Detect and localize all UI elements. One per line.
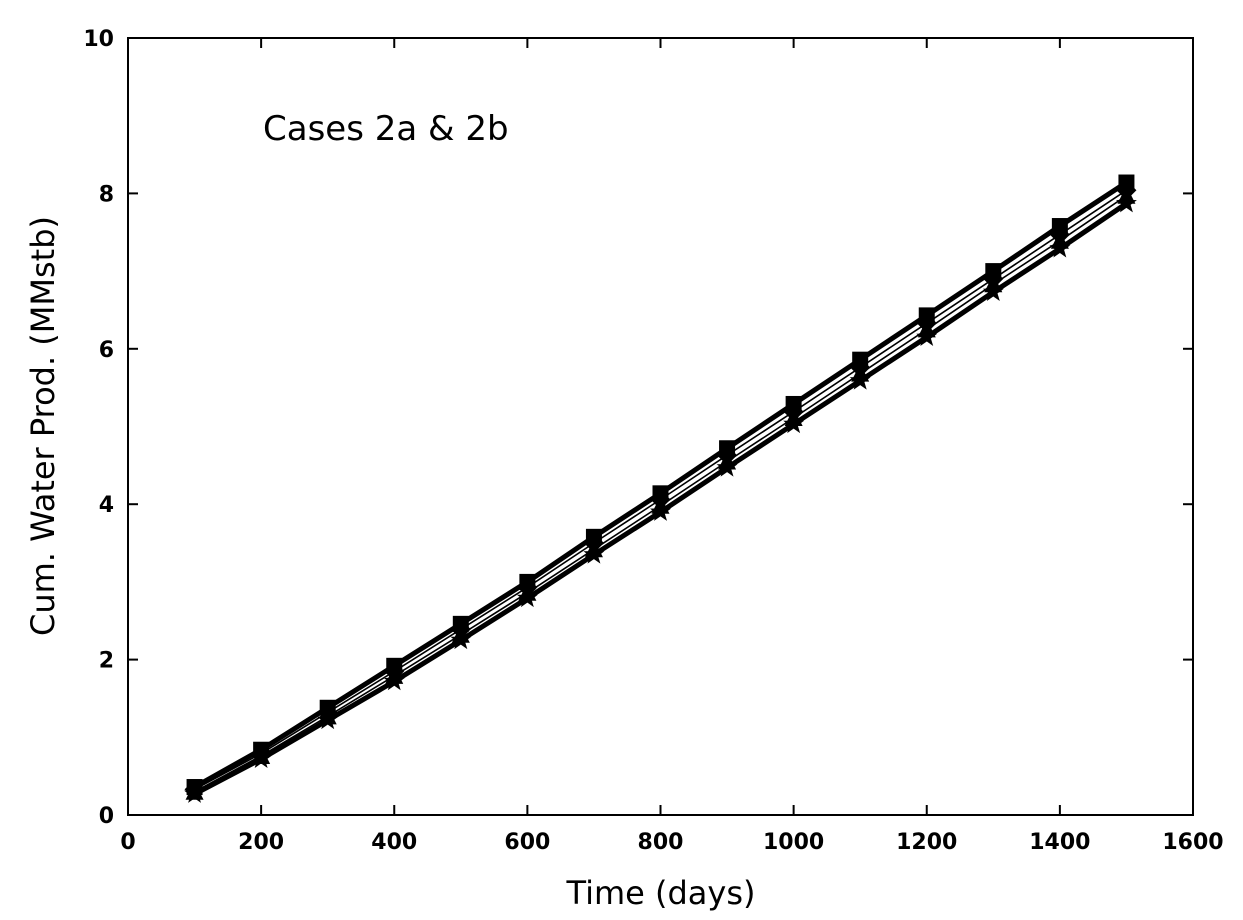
series-2 bbox=[184, 180, 1137, 800]
data-point-star bbox=[317, 709, 339, 730]
x-tick-label: 400 bbox=[371, 830, 417, 855]
x-tick-label: 600 bbox=[504, 830, 550, 855]
x-tick-label: 800 bbox=[638, 830, 684, 855]
x-tick-label: 0 bbox=[120, 830, 135, 855]
y-tick-label: 2 bbox=[99, 649, 114, 674]
x-tick-label: 1600 bbox=[1162, 830, 1223, 855]
data-point-star bbox=[383, 670, 405, 691]
series-layer bbox=[184, 174, 1137, 803]
data-point-star bbox=[1116, 192, 1137, 213]
data-point-star bbox=[516, 587, 538, 608]
y-tick-label: 8 bbox=[99, 182, 114, 207]
chart-annotation: Cases 2a & 2b bbox=[263, 109, 509, 149]
data-point-star bbox=[250, 748, 272, 768]
data-point-star bbox=[650, 501, 671, 521]
data-point-star bbox=[849, 369, 871, 390]
data-point-star bbox=[916, 326, 938, 346]
data-point-star bbox=[184, 783, 205, 803]
y-axis-label: Cum. Water Prod. (MMstb) bbox=[24, 216, 62, 636]
data-point-star bbox=[583, 543, 605, 564]
y-tick-label: 6 bbox=[99, 338, 114, 363]
x-tick-label: 1200 bbox=[896, 830, 957, 855]
x-tick-label: 200 bbox=[238, 830, 284, 855]
x-axis-label: Time (days) bbox=[566, 874, 756, 912]
data-point-star bbox=[1049, 237, 1071, 258]
x-tick-label: 1400 bbox=[1029, 830, 1090, 855]
data-point-star bbox=[716, 456, 738, 477]
series-1 bbox=[186, 174, 1135, 796]
y-tick-label: 4 bbox=[99, 493, 114, 518]
y-axis-ticks: 0 2 4 6 8 10 bbox=[83, 27, 1193, 829]
x-tick-label: 1000 bbox=[763, 830, 824, 855]
data-point-star bbox=[982, 281, 1004, 301]
data-point-star bbox=[450, 629, 472, 650]
x-axis-ticks: 0 200 400 600 800 1000 1200 1400 1600 bbox=[120, 38, 1224, 855]
plot-area-frame bbox=[127, 37, 1194, 816]
series-4 bbox=[184, 192, 1137, 803]
data-point-star bbox=[783, 413, 805, 434]
y-tick-label: 10 bbox=[83, 27, 114, 52]
y-tick-label: 0 bbox=[99, 804, 114, 829]
